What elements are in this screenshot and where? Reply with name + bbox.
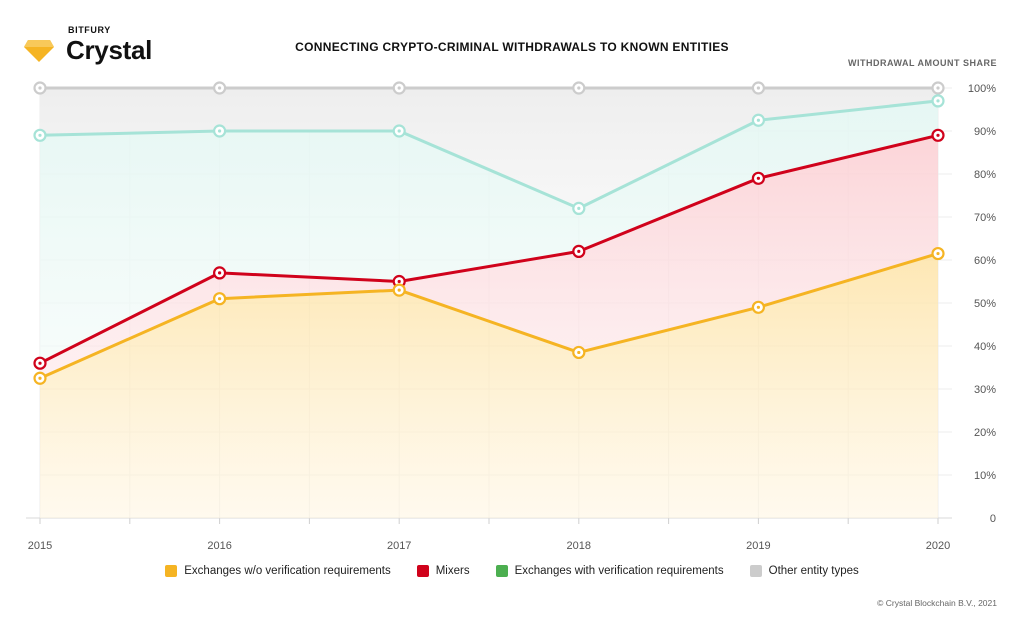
data-point-core <box>218 86 222 90</box>
copyright-footer: © Crystal Blockchain B.V., 2021 <box>877 598 997 608</box>
y-tick-label: 50% <box>974 298 996 310</box>
x-tick-label: 2020 <box>926 540 950 552</box>
brand-product: Crystal <box>66 35 153 65</box>
legend-swatch <box>165 565 178 577</box>
legend-label: Exchanges w/o verification requirements <box>184 565 391 577</box>
data-point-core <box>756 86 761 90</box>
x-tick-label: 2016 <box>207 540 231 552</box>
y-axis-caption: WITHDRAWAL AMOUNT SHARE <box>848 58 997 68</box>
y-tick-label: 90% <box>974 126 996 138</box>
y-tick-label: 80% <box>974 169 996 181</box>
y-tick-label: 10% <box>974 470 996 482</box>
x-tick-label: 2019 <box>746 540 770 552</box>
data-point-core <box>756 305 761 309</box>
y-tick-label: 100% <box>968 83 996 95</box>
data-point-core <box>218 297 222 301</box>
x-tick-label: 2017 <box>387 540 411 552</box>
data-point-core <box>38 376 42 380</box>
data-point-core <box>218 271 222 275</box>
data-point-core <box>218 129 222 133</box>
data-point-core <box>38 133 42 137</box>
series-line <box>39 99 939 210</box>
legend-item-mixers[interactable]: Mixers <box>416 565 470 577</box>
data-point-core <box>936 86 940 90</box>
x-tick-label: 2015 <box>28 540 52 552</box>
brand: BITFURY Crystal <box>24 22 184 70</box>
data-point-core <box>756 118 761 122</box>
legend-swatch <box>749 565 762 577</box>
crystal-logo-icon <box>24 40 54 62</box>
chart-title: CONNECTING CRYPTO-CRIMINAL WITHDRAWALS T… <box>295 40 729 54</box>
series-line <box>39 252 939 380</box>
legend-item-other-entities[interactable]: Other entity types <box>749 565 859 577</box>
data-point-core <box>397 86 401 90</box>
data-point-core <box>38 86 42 90</box>
data-point-core <box>577 350 581 355</box>
y-tick-label: 30% <box>974 384 996 396</box>
area-band <box>40 100 938 364</box>
data-point-core <box>936 133 940 137</box>
legend-label: Mixers <box>435 565 470 577</box>
x-tick-label: 2018 <box>567 540 591 552</box>
data-point-core <box>577 206 581 210</box>
brand-company: BITFURY <box>68 25 111 35</box>
y-tick-label: 0 <box>990 513 996 525</box>
legend-label: Other entity types <box>768 565 859 577</box>
data-point-core <box>397 288 401 292</box>
legend-item-exchanges-no-verification[interactable]: Exchanges w/o verification requirements <box>165 565 391 577</box>
data-point-core <box>397 279 401 284</box>
data-point-core <box>577 86 581 90</box>
y-tick-label: 60% <box>974 255 996 267</box>
y-tick-label: 20% <box>974 427 996 439</box>
data-point-core <box>577 249 581 253</box>
data-point-core <box>38 361 42 365</box>
series-line <box>39 133 939 365</box>
legend: Exchanges w/o verification requirements … <box>0 565 1024 577</box>
data-point-core <box>936 251 940 256</box>
legend-swatch <box>495 565 508 577</box>
area-band <box>40 88 938 209</box>
legend-swatch <box>416 565 429 577</box>
y-tick-label: 70% <box>974 212 996 224</box>
legend-label: Exchanges with verification requirements <box>514 565 724 577</box>
y-tick-label: 40% <box>974 341 996 353</box>
data-point-core <box>936 99 940 103</box>
data-point-core <box>756 176 761 180</box>
data-point-core <box>397 129 401 133</box>
legend-item-exchanges-verification[interactable]: Exchanges with verification requirements <box>495 565 724 577</box>
